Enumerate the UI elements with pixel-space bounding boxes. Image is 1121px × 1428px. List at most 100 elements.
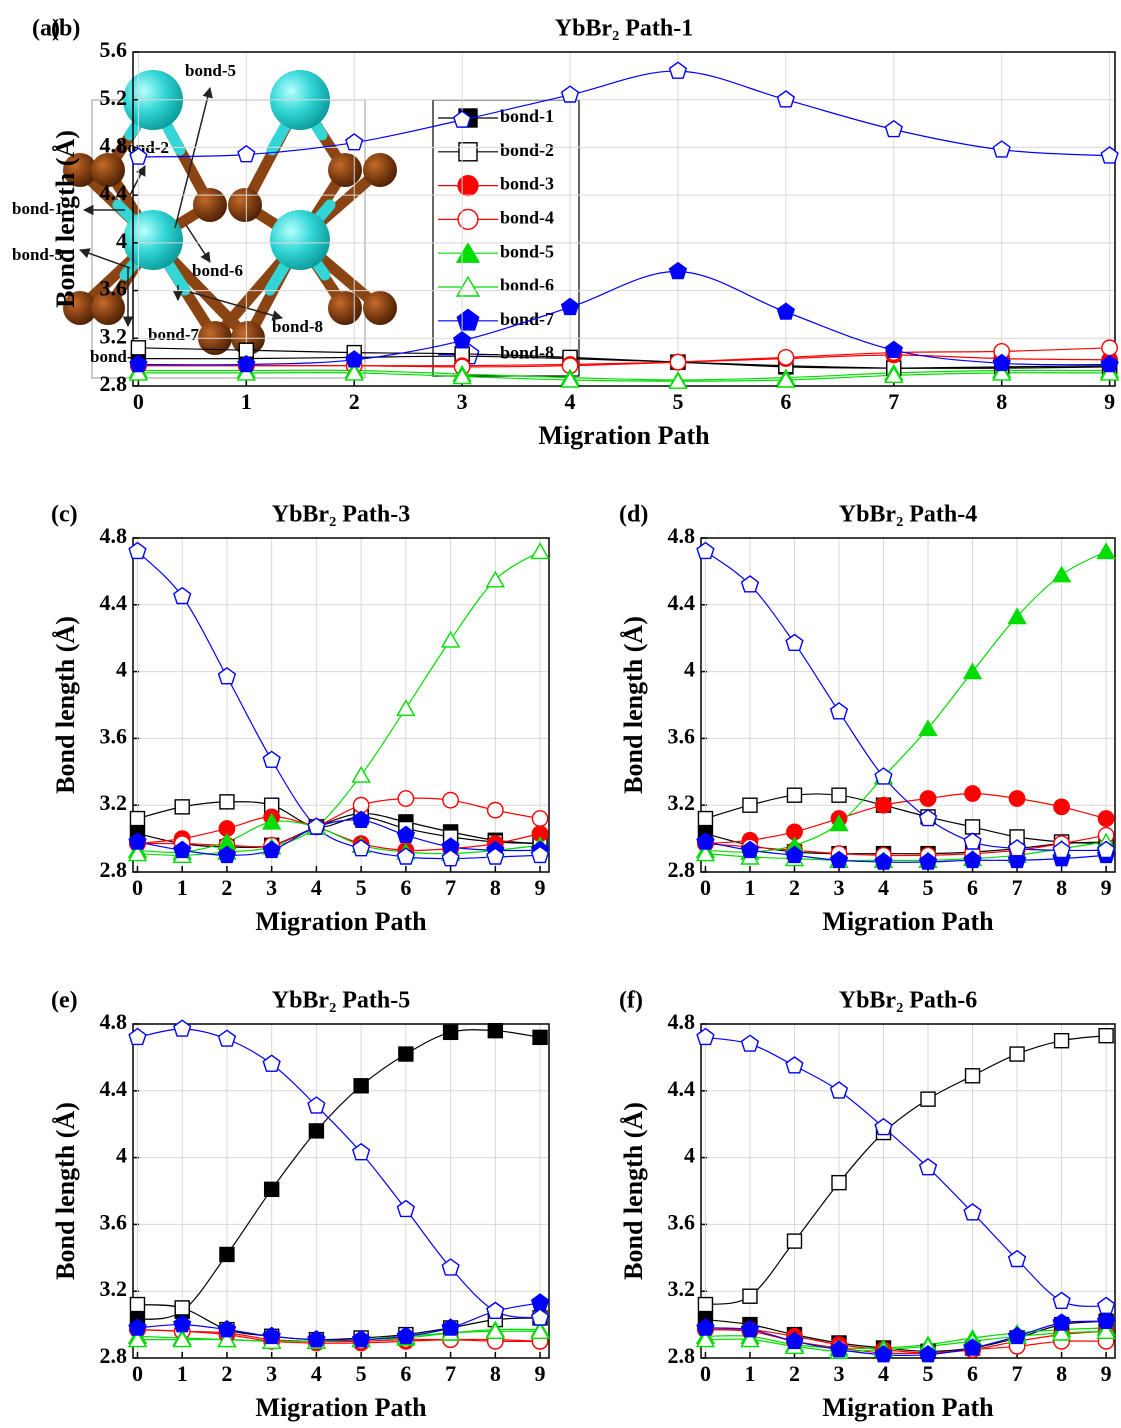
- data-point: [670, 62, 687, 78]
- x-axis-label: Migration Path: [538, 421, 710, 450]
- structure-panel: (a): [12, 16, 579, 379]
- y-axis-label: Bond length (Å): [619, 1102, 648, 1280]
- data-point: [742, 1035, 759, 1051]
- y-tick-label: 3.6: [668, 1209, 696, 1234]
- legend-label: bond-7: [500, 309, 554, 329]
- y-tick-label: 2.8: [100, 857, 128, 882]
- x-tick-label: 6: [967, 875, 978, 900]
- data-point: [129, 1029, 146, 1045]
- data-point: [219, 668, 236, 684]
- chart-title: YbBr₂ Path-4: [839, 502, 978, 528]
- chart-title: YbBr₂ Path-1: [555, 16, 694, 42]
- data-point: [743, 798, 757, 812]
- data-point: [175, 800, 189, 814]
- data-point: [886, 121, 903, 137]
- x-tick-label: 3: [834, 1361, 845, 1386]
- y-tick-label: 5.6: [100, 37, 128, 62]
- data-point: [265, 1182, 279, 1196]
- series-line: [138, 1305, 541, 1340]
- data-point: [993, 141, 1010, 157]
- y-tick-label: 4: [116, 228, 127, 253]
- data-point: [533, 1030, 547, 1044]
- data-point: [742, 576, 759, 592]
- data-point: [778, 303, 795, 319]
- y-tick-label: 4.4: [100, 590, 128, 615]
- series-line: [138, 370, 1109, 380]
- y-tick-label: 4.4: [100, 1076, 128, 1101]
- x-tick-label: 8: [1056, 875, 1067, 900]
- x-tick-label: 7: [445, 875, 456, 900]
- data-point: [698, 1298, 712, 1312]
- data-point: [220, 1247, 234, 1261]
- x-tick-label: 7: [1012, 1361, 1023, 1386]
- y-axis-label: Bond length (Å): [51, 616, 80, 794]
- x-tick-label: 0: [133, 389, 144, 414]
- data-point: [488, 803, 503, 818]
- x-tick-label: 4: [878, 1361, 889, 1386]
- data-point: [219, 1030, 236, 1046]
- data-point: [397, 701, 414, 716]
- x-tick-label: 8: [1056, 1361, 1067, 1386]
- chart-title: YbBr₂ Path-6: [839, 988, 978, 1014]
- series-line: [706, 551, 1107, 852]
- x-tick-label: 9: [1101, 875, 1112, 900]
- data-point: [875, 1119, 892, 1135]
- x-tick-label: 1: [241, 389, 252, 414]
- x-tick-label: 4: [565, 389, 576, 414]
- data-point: [1055, 1034, 1069, 1048]
- data-point: [263, 751, 280, 767]
- bond-label: bond-8: [272, 317, 323, 336]
- data-point: [309, 1124, 323, 1138]
- data-point: [966, 820, 980, 834]
- x-tick-label: 9: [1104, 389, 1115, 414]
- y-axis-label: Bond length (Å): [619, 616, 648, 794]
- bond-label: bond-5: [185, 61, 236, 80]
- x-tick-label: 3: [266, 875, 277, 900]
- data-point: [444, 1025, 458, 1039]
- x-tick-label: 1: [744, 1361, 755, 1386]
- data-point: [743, 1289, 757, 1303]
- data-point: [443, 792, 458, 807]
- data-point: [220, 795, 234, 809]
- y-tick-label: 3.6: [100, 723, 128, 748]
- data-point: [532, 811, 547, 826]
- series-line: [706, 1037, 1107, 1306]
- x-tick-label: 5: [923, 875, 934, 900]
- x-tick-label: 8: [996, 389, 1007, 414]
- legend-marker: [458, 210, 478, 230]
- data-point: [131, 341, 145, 355]
- data-point: [886, 342, 903, 358]
- data-point: [1009, 1328, 1026, 1344]
- y-tick-label: 4.4: [100, 180, 128, 205]
- x-tick-label: 6: [400, 1361, 411, 1386]
- x-tick-label: 5: [672, 389, 683, 414]
- data-point: [831, 1082, 848, 1098]
- series-line: [138, 1303, 541, 1340]
- panel-label: (b): [51, 16, 80, 42]
- x-tick-label: 6: [967, 1361, 978, 1386]
- data-point: [263, 1055, 280, 1071]
- data-point: [787, 1234, 801, 1248]
- data-point: [562, 86, 579, 102]
- data-point: [964, 833, 981, 849]
- x-tick-label: 8: [490, 1361, 501, 1386]
- data-point: [442, 632, 459, 647]
- data-point: [786, 1057, 803, 1073]
- y-tick-label: 2.8: [668, 857, 696, 882]
- data-point: [921, 1092, 935, 1106]
- data-point: [1009, 609, 1026, 624]
- y-tick-label: 4.8: [668, 523, 696, 548]
- legend-label: bond-8: [500, 343, 554, 363]
- data-point: [130, 1298, 144, 1312]
- x-axis-label: Migration Path: [822, 1393, 994, 1422]
- data-point: [1054, 799, 1069, 814]
- plot-frame: [133, 1024, 549, 1358]
- plot-frame: [701, 538, 1115, 872]
- panel-label: (d): [619, 502, 648, 528]
- data-point: [353, 798, 368, 813]
- data-point: [920, 1159, 937, 1175]
- x-tick-label: 7: [888, 389, 899, 414]
- data-point: [697, 543, 714, 559]
- data-point: [670, 354, 685, 369]
- y-tick-label: 2.8: [668, 1343, 696, 1368]
